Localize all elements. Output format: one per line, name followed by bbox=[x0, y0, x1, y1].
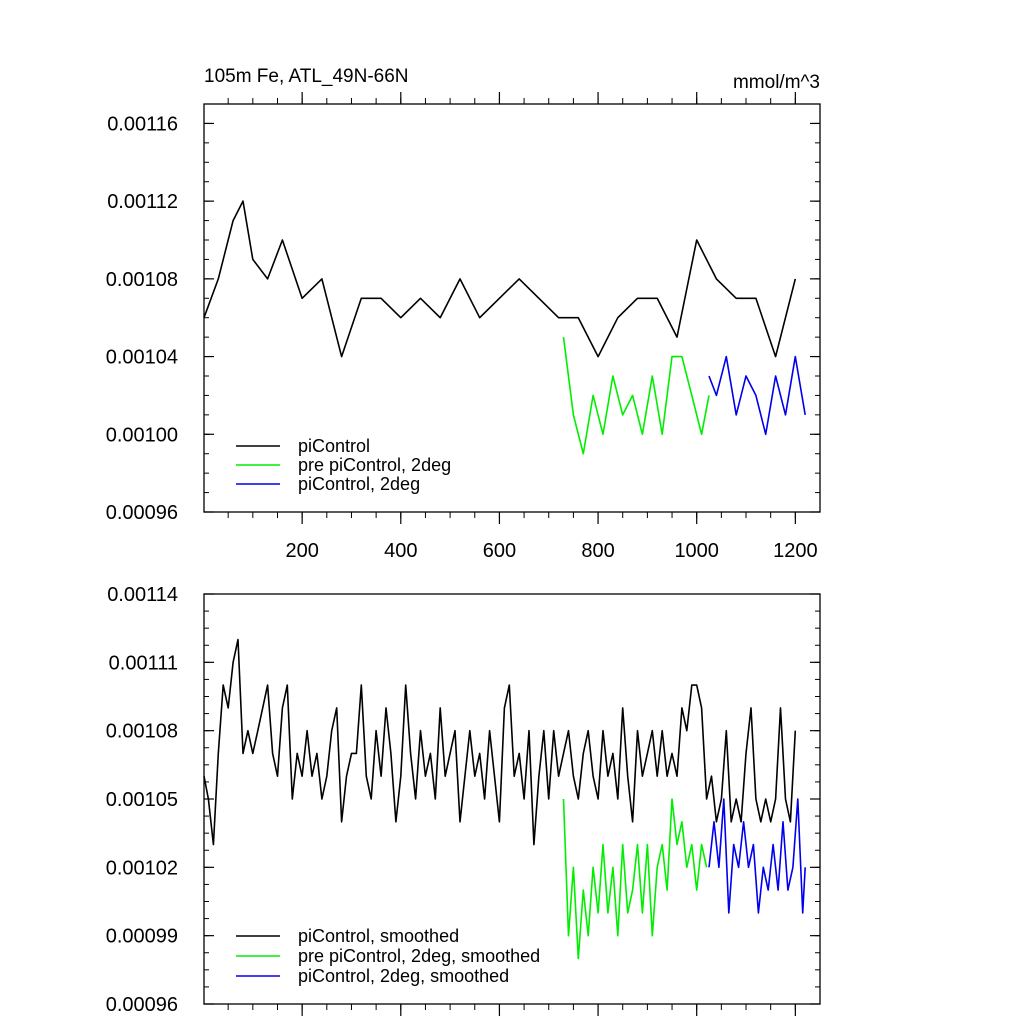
raw-legend-label-0: piControl bbox=[298, 436, 370, 456]
raw-xtick-label-5: 1200 bbox=[773, 540, 818, 562]
raw-xtick-label-1: 400 bbox=[384, 540, 417, 562]
smoothed-ytick-label-3: 0.00105 bbox=[106, 789, 178, 811]
raw-xtick-label-0: 200 bbox=[285, 540, 318, 562]
raw-xtick-label-4: 1000 bbox=[674, 540, 719, 562]
raw-xtick-label-3: 800 bbox=[581, 540, 614, 562]
units-label: mmol/m^3 bbox=[733, 72, 820, 93]
raw-ytick-label-5: 0.00116 bbox=[107, 113, 178, 135]
raw-series-line-1 bbox=[562, 336, 710, 455]
smoothed-legend-label-0: piControl, smoothed bbox=[298, 926, 459, 946]
smoothed-series-panel: 0.00096 0.00099 0.00102 0.00105 0.00108 0.001… bbox=[106, 584, 821, 1016]
smoothed-legend-label-2: piControl, 2deg, smoothed bbox=[298, 966, 509, 986]
raw-ytick-label-1: 0.00100 bbox=[106, 424, 178, 446]
smoothed-series-line-0 bbox=[203, 638, 797, 846]
smoothed-legend-label-1: pre piControl, 2deg, smoothed bbox=[298, 946, 540, 966]
smoothed-ytick-label-5: 0.00111 bbox=[109, 652, 178, 674]
raw-plot-frame bbox=[203, 103, 821, 513]
raw-series-line-2 bbox=[708, 355, 806, 436]
raw-ytick-label-3: 0.00108 bbox=[106, 269, 178, 291]
smoothed-ytick-label-6: 0.00114 bbox=[107, 584, 178, 606]
raw-legend-label-2: piControl, 2deg bbox=[298, 474, 420, 494]
raw-ytick-label-2: 0.00104 bbox=[106, 347, 178, 369]
smoothed-series-line-1 bbox=[562, 798, 708, 960]
raw-ytick-label-0: 0.00096 bbox=[106, 502, 178, 524]
smoothed-ytick-label-0: 0.00096 bbox=[106, 994, 178, 1016]
raw-series-line-0 bbox=[203, 200, 797, 358]
smoothed-ytick-label-1: 0.00099 bbox=[106, 926, 178, 948]
smoothed-series-line-2 bbox=[708, 798, 806, 914]
smoothed-ytick-label-4: 0.00108 bbox=[106, 721, 178, 743]
raw-ytick-label-4: 0.00112 bbox=[107, 191, 178, 213]
smoothed-plot-frame bbox=[203, 593, 821, 1005]
smoothed-axis-ticks: 0.00096 0.00099 0.00102 0.00105 0.00108 0.001… bbox=[106, 584, 820, 1016]
raw-series-panel: 105m Fe, ATL_49N-66N mmol/m^3 0.000960.0… bbox=[106, 66, 821, 562]
raw-legend-label-1: pre piControl, 2deg bbox=[298, 455, 451, 475]
raw-series-lines bbox=[203, 200, 806, 455]
raw-xtick-label-2: 600 bbox=[483, 540, 516, 562]
smoothed-series-lines bbox=[203, 638, 806, 960]
chart-title: 105m Fe, ATL_49N-66N bbox=[204, 66, 409, 87]
raw-axis-ticks: 0.00096 0.00100 0.00104 0.00108 0.00112 0.001… bbox=[106, 92, 820, 562]
smoothed-ytick-label-2: 0.00102 bbox=[106, 857, 178, 879]
